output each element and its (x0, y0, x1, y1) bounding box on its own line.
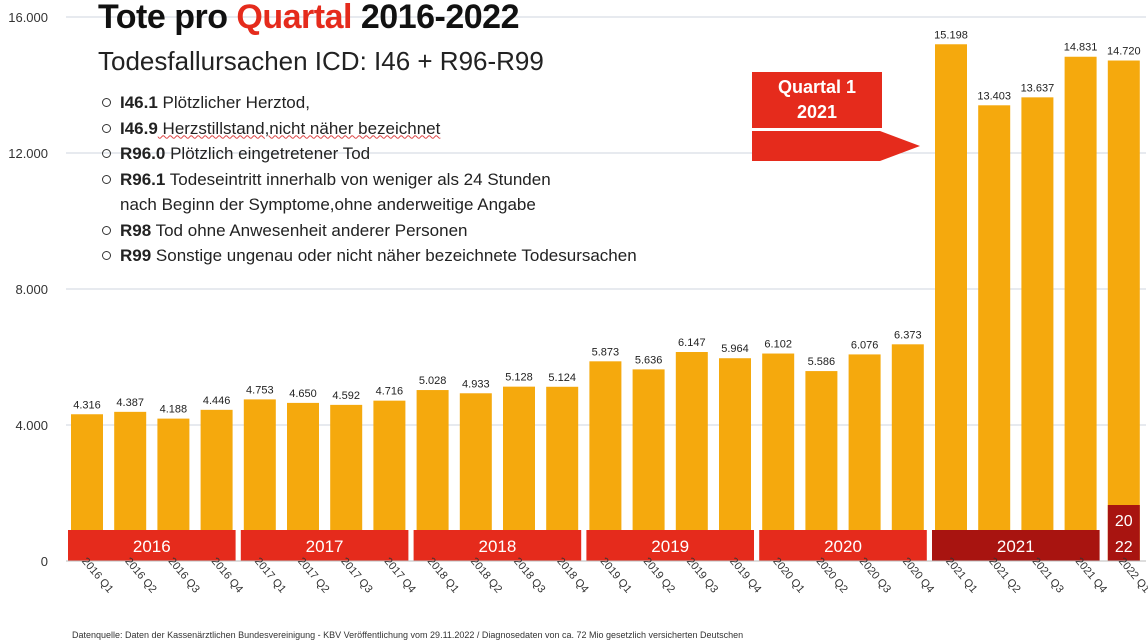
bar (1107, 60, 1140, 562)
title-highlight: Quartal (236, 0, 352, 36)
year-band-label: 20 (1115, 513, 1133, 530)
bar-value-label: 13.637 (1021, 82, 1055, 94)
year-band (586, 530, 754, 561)
icd-description: Herzstillstand,nicht näher bezeichnet (157, 118, 441, 138)
bar (935, 44, 967, 561)
callout-line1: Quartal 1 (777, 77, 857, 97)
year-band-label: 22 (1115, 539, 1133, 556)
icd-code-list: I46.1 Plötzlicher Herztod, I46.9 Herzsti… (100, 90, 637, 269)
icd-code: R98 (120, 220, 152, 240)
year-band-label: 2016 (133, 537, 171, 556)
source-note: Datenquelle: Daten der Kassenärztlichen … (72, 630, 744, 640)
bar (675, 352, 708, 561)
bar-value-label: 6.102 (764, 339, 792, 351)
bar-value-label: 5.873 (592, 346, 620, 358)
bar (632, 369, 665, 561)
title-part1: Tote pro (98, 0, 237, 36)
y-tick-label: 8.000 (15, 282, 48, 297)
icd-code: R96.1 (120, 169, 166, 189)
bullet-circle-icon (102, 174, 111, 184)
y-tick-label: 12.000 (8, 146, 48, 161)
bar (848, 354, 881, 561)
year-band (240, 530, 409, 561)
bar-value-label: 5.124 (548, 372, 576, 384)
bar-value-label: 4.592 (332, 390, 360, 402)
icd-description: Todeseintritt innerhalb von weniger als … (165, 169, 551, 189)
bullet-circle-icon (102, 149, 111, 158)
icd-item: I46.1 Plötzlicher Herztod, (100, 90, 637, 116)
callout-line2: 2021 (796, 102, 838, 122)
bar-value-label: 4.753 (246, 384, 274, 396)
bar-value-label: 4.446 (203, 395, 231, 407)
bar (805, 371, 838, 561)
title-part2: 2016-2022 (351, 0, 520, 36)
bar (762, 353, 795, 561)
chart-title: Tote pro Quartal 2016-2022 (98, 0, 520, 37)
bar-value-label: 5.028 (419, 375, 447, 387)
y-tick-label: 0 (41, 554, 48, 569)
bar-value-label: 4.716 (376, 386, 404, 398)
bar-value-label: 14.720 (1107, 46, 1141, 58)
bar (978, 105, 1011, 561)
bar (1021, 97, 1054, 561)
bar-value-label: 6.147 (678, 337, 706, 349)
icd-code: I46.9 (120, 118, 158, 138)
bar-value-label: 5.636 (635, 354, 663, 366)
icd-description: Plötzlich eingetretener Tod (165, 144, 371, 163)
bar (589, 361, 622, 561)
bar-value-label: 5.586 (808, 356, 836, 368)
icd-code: R96.0 (120, 144, 166, 163)
year-band-label: 2019 (651, 537, 689, 556)
icd-description: Tod ohne Anwesenheit anderer Personen (151, 220, 468, 240)
icd-code: R99 (120, 246, 152, 265)
icd-description: Plötzlicher Herztod, (157, 93, 310, 112)
icd-item: R96.0 Plötzlich eingetretener Tod (100, 141, 637, 167)
callout-box: Quartal 1 2021 (752, 72, 882, 128)
bar (719, 358, 751, 561)
bar-value-label: 4.933 (462, 378, 490, 390)
y-tick-label: 16.000 (8, 10, 48, 25)
icd-item-continuation: nach Beginn der Symptome,ohne anderweiti… (100, 192, 637, 218)
year-band-label: 2021 (997, 537, 1035, 556)
bar-value-label: 4.188 (160, 404, 188, 416)
icd-description: Sonstige ungenau oder nicht näher bezeic… (151, 246, 637, 265)
bar-value-label: 5.964 (721, 343, 749, 355)
bullet-circle-icon (102, 251, 111, 260)
bar (891, 344, 924, 561)
year-band (932, 530, 1100, 561)
chart-subtitle: Todesfallursachen ICD: I46 + R96-R99 (98, 46, 544, 76)
bar-value-label: 15.198 (934, 29, 968, 41)
bar-value-label: 4.387 (116, 397, 144, 409)
year-band (68, 530, 236, 561)
y-tick-label: 4.000 (15, 418, 48, 433)
year-band (1107, 505, 1140, 561)
callout-arrow-icon (752, 131, 920, 161)
bar (1064, 56, 1097, 561)
year-band (413, 530, 582, 561)
bar-value-label: 6.373 (894, 329, 922, 341)
bar-value-label: 13.403 (977, 90, 1011, 102)
icd-item: R98 Tod ohne Anwesenheit anderer Persone… (100, 218, 637, 244)
bullet-circle-icon (102, 98, 111, 107)
icd-item: R99 Sonstige ungenau oder nicht näher be… (100, 243, 637, 269)
bar-value-label: 6.076 (851, 339, 879, 351)
icd-code: I46.1 (120, 93, 158, 112)
icd-item: I46.9 Herzstillstand,nicht näher bezeich… (100, 116, 637, 142)
bar-value-label: 4.316 (73, 399, 101, 411)
icd-description: nach Beginn der Symptome,ohne anderweiti… (120, 195, 536, 214)
bullet-circle-icon (102, 225, 111, 235)
year-band-label: 2018 (478, 537, 516, 556)
year-band-label: 2020 (824, 537, 862, 556)
year-band-label: 2017 (306, 537, 344, 556)
bar-value-label: 14.831 (1064, 42, 1098, 54)
icd-item: R96.1 Todeseintritt innerhalb von wenige… (100, 167, 637, 193)
bullet-circle-icon (102, 123, 111, 133)
bar-value-label: 4.650 (289, 388, 317, 400)
bar-value-label: 5.128 (505, 372, 533, 384)
year-band (759, 530, 927, 561)
